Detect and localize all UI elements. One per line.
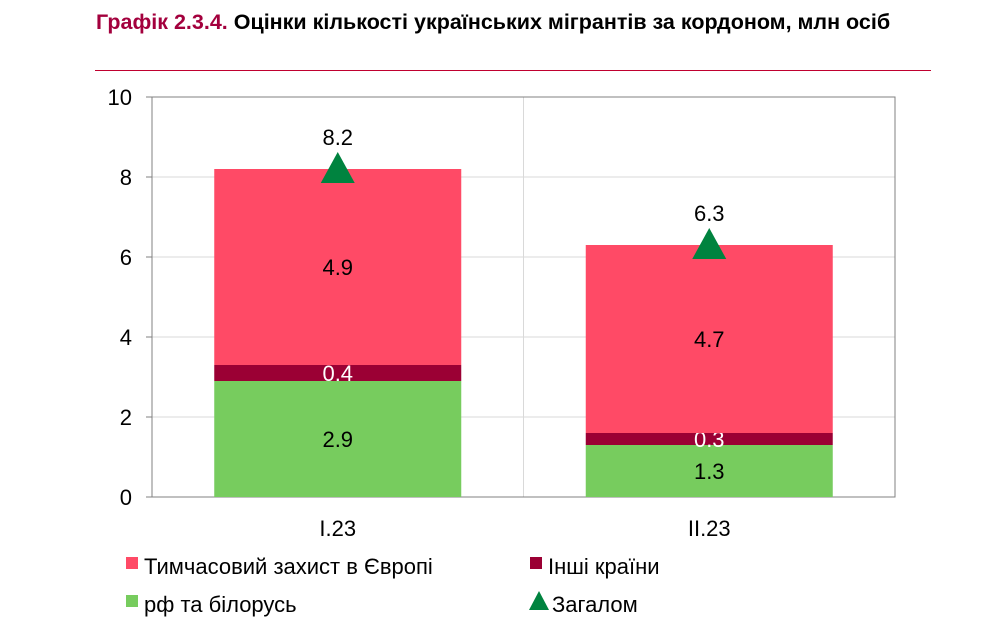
y-tick-label: 10 [108,85,132,110]
plot-frame [151,96,896,498]
total-marker [692,228,727,259]
y-tick-label: 2 [120,405,132,430]
x-tick-label: I.23 [319,516,356,541]
y-tick-label: 0 [120,485,132,510]
y-tick-label: 6 [120,245,132,270]
data-label: 0.4 [322,361,353,386]
total-label: 6.3 [694,201,725,226]
chart-title-text: Оцінки кількості українських мігрантів з… [233,10,891,34]
data-label: 4.9 [322,255,353,280]
total-marker [320,152,355,183]
bar-segment [585,445,833,497]
bar-segment [214,381,462,497]
bar-segment [214,365,462,381]
legend-label: Інші країни [548,554,660,579]
legend-label: Тимчасовий захист в Європі [144,554,433,579]
bar-segment [585,245,833,433]
bar-segment [214,169,462,365]
bar-segment [585,433,833,445]
data-label: 1.3 [694,459,725,484]
x-tick-label: II.23 [688,516,731,541]
legend-label: Загалом [552,592,638,617]
data-label: 4.7 [694,327,725,352]
chart-number: Графік 2.3.4. [96,10,228,34]
legend-swatch [126,557,138,569]
y-tick-label: 8 [120,165,132,190]
title-divider [95,70,931,71]
total-label: 8.2 [322,125,353,150]
legend-swatch [126,595,138,607]
legend-swatch [530,557,542,569]
y-tick-label: 4 [120,325,132,350]
chart-title: Графік 2.3.4. Оцінки кількості українськ… [96,8,936,37]
legend-marker [529,591,549,610]
data-label: 2.9 [322,427,353,452]
legend-label: рф та білорусь [144,592,297,617]
